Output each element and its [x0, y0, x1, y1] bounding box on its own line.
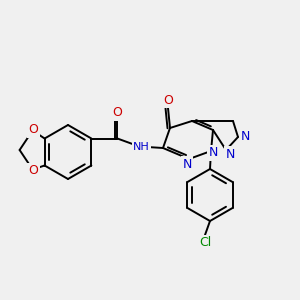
Text: Cl: Cl	[199, 236, 211, 250]
Text: N: N	[182, 158, 192, 170]
Text: O: O	[112, 106, 122, 119]
Text: N: N	[225, 148, 235, 160]
Text: O: O	[29, 164, 39, 177]
Text: N: N	[240, 130, 250, 142]
Text: NH: NH	[133, 142, 150, 152]
Text: N: N	[208, 146, 218, 160]
Text: O: O	[29, 123, 39, 136]
Text: O: O	[163, 94, 173, 106]
